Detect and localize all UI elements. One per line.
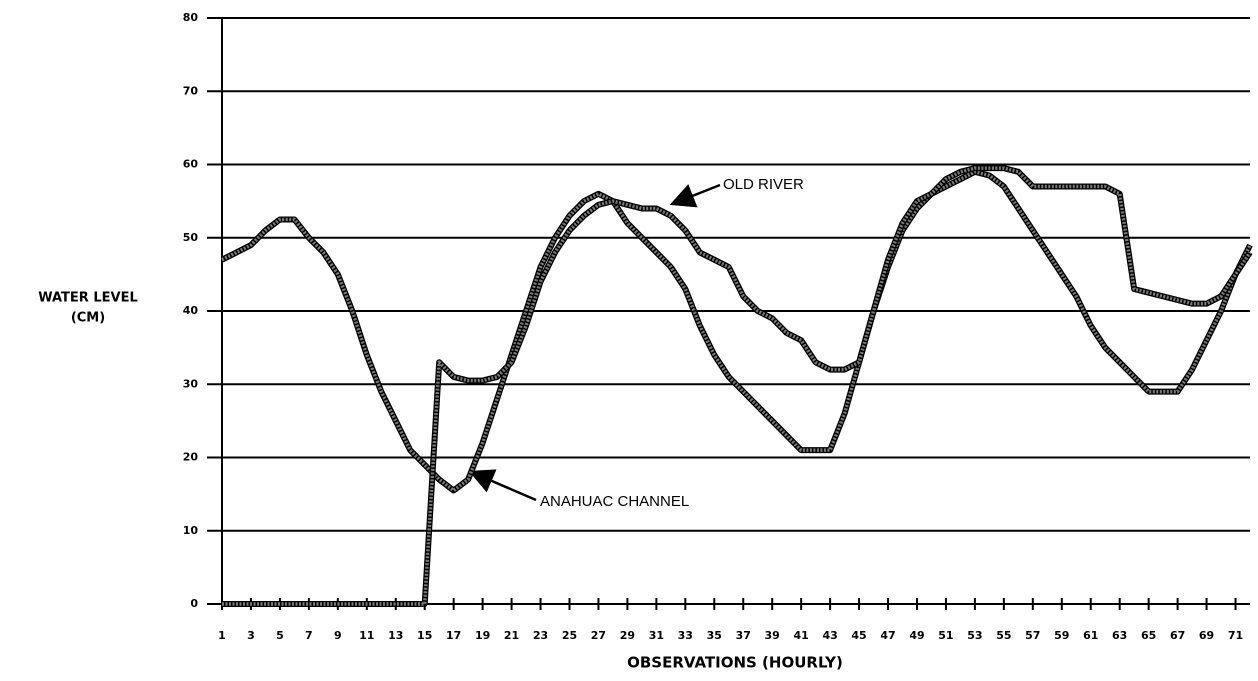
x-tick-label: 71 <box>1228 629 1243 642</box>
series-line <box>221 170 1252 493</box>
x-axis-label: OBSERVATIONS (HOURLY) <box>627 654 843 672</box>
x-tick-label: 35 <box>707 629 722 642</box>
y-axis-label: WATER LEVEL <box>38 291 137 306</box>
x-tick-label: 25 <box>562 629 577 642</box>
x-tick-label: 63 <box>1112 629 1127 642</box>
x-tick-label: 13 <box>388 629 403 642</box>
x-tick-label: 45 <box>851 629 866 642</box>
x-tick-label: 33 <box>678 629 693 642</box>
x-tick-label: 61 <box>1083 629 1098 642</box>
arrow <box>468 469 537 502</box>
x-tick-label: 11 <box>359 629 374 642</box>
x-tick-label: 53 <box>967 629 982 642</box>
x-tick-label: 5 <box>276 629 284 642</box>
x-tick-label: 67 <box>1170 629 1185 642</box>
y-axis-label: (CM) <box>71 311 105 326</box>
x-tick-label: 57 <box>1025 629 1040 642</box>
x-tick-label: 51 <box>938 629 953 642</box>
x-tick-label: 43 <box>822 629 837 642</box>
x-tick-label: 47 <box>880 629 895 642</box>
x-tick-label: 49 <box>909 629 924 642</box>
y-tick-label: 30 <box>183 377 199 390</box>
annotation: OLD RIVER <box>723 176 804 193</box>
y-tick-label: 80 <box>183 11 199 24</box>
x-tick-label: 3 <box>247 629 255 642</box>
x-tick-label: 21 <box>504 629 519 642</box>
y-tick-label: 70 <box>183 84 199 97</box>
x-tick-label: 17 <box>446 629 461 642</box>
x-tick-label: 15 <box>417 629 432 642</box>
x-tick-label: 29 <box>620 629 635 642</box>
x-tick-label: 55 <box>996 629 1011 642</box>
y-tick-label: 40 <box>183 304 199 317</box>
y-tick-label: 10 <box>183 524 199 537</box>
x-tick-label: 19 <box>475 629 490 642</box>
x-tick-label: 1 <box>218 629 226 642</box>
x-tick-label: 23 <box>533 629 548 642</box>
y-tick-label: 50 <box>183 231 199 244</box>
x-tick-label: 7 <box>305 629 313 642</box>
x-tick-label: 37 <box>736 629 751 642</box>
annotation: ANAHUAC CHANNEL <box>540 493 689 510</box>
x-tick-label: 41 <box>793 629 808 642</box>
x-tick-label: 9 <box>334 629 342 642</box>
y-tick-label: 0 <box>190 597 198 610</box>
x-tick-label: 27 <box>591 629 606 642</box>
x-tick-label: 69 <box>1199 629 1214 642</box>
x-tick-label: 59 <box>1054 629 1069 642</box>
series-line <box>220 168 1253 494</box>
x-tick-label: 39 <box>765 629 780 642</box>
x-tick-label: 31 <box>649 629 664 642</box>
series-line <box>222 165 1253 607</box>
y-tick-label: 20 <box>183 451 199 464</box>
y-tick-label: 60 <box>183 158 199 171</box>
x-tick-label: 65 <box>1141 629 1156 642</box>
arrow <box>669 183 721 208</box>
